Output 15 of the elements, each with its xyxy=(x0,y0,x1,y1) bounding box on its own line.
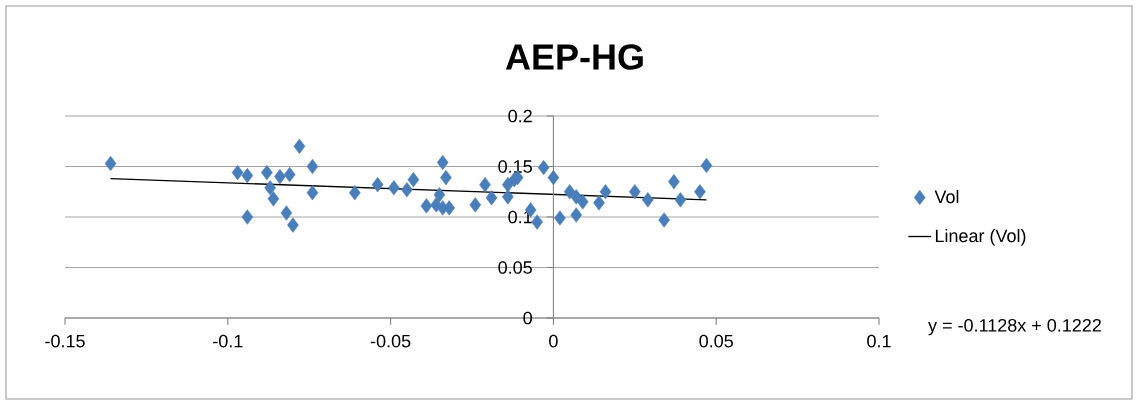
x-tick-label: -0.05 xyxy=(370,334,411,348)
y-tick-label: 0.2 xyxy=(508,109,532,123)
y-tick-label: 0.05 xyxy=(498,261,532,274)
x-tick-label: 0 xyxy=(549,334,558,348)
x-tick-label: 0.05 xyxy=(699,334,733,348)
x-tick-label: -0.15 xyxy=(45,334,85,348)
y-tick-label: 0.15 xyxy=(498,160,532,173)
x-tick-label: 0.1 xyxy=(867,334,891,348)
chart-title: AEP-HG xyxy=(505,44,643,70)
legend-label: Linear (Vol) xyxy=(935,229,1026,246)
legend-label: Vol xyxy=(934,189,959,204)
y-tick-label: 0 xyxy=(523,311,532,325)
x-tick-label: -0.1 xyxy=(213,334,243,348)
y-tick-label: 0.1 xyxy=(508,210,532,224)
text: y = -0.1128x + 0.1222 xyxy=(928,318,1101,336)
